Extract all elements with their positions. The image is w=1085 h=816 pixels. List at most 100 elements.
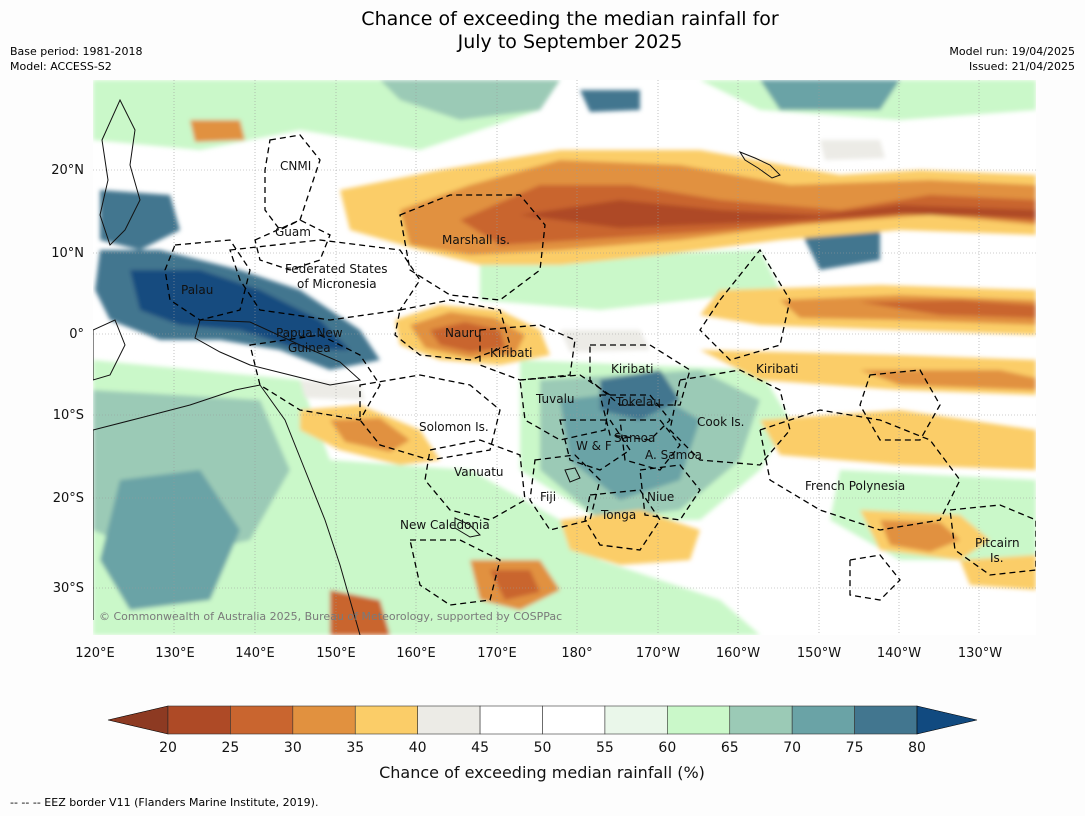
colorbar-tick-label: 50 bbox=[534, 740, 552, 756]
label-niue: Niue bbox=[647, 490, 674, 504]
label-palau: Palau bbox=[181, 283, 213, 297]
map-panel: CNMI Guam Marshall Is. Federated States … bbox=[93, 80, 1036, 635]
label-pitcairn-line1: Pitcairn bbox=[975, 536, 1020, 550]
title-line-1: Chance of exceeding the median rainfall … bbox=[361, 8, 779, 30]
australia-coast bbox=[93, 384, 361, 635]
fiji-coast bbox=[564, 467, 581, 483]
colorbar-tick-label: 80 bbox=[908, 740, 926, 756]
title-line-2: July to September 2025 bbox=[457, 31, 683, 53]
label-marshall-islands: Marshall Is. bbox=[442, 233, 510, 247]
label-tokelau: Tokelau bbox=[615, 395, 661, 409]
colorbar-cell bbox=[167, 705, 231, 735]
colorbar-tick-label: 60 bbox=[658, 740, 676, 756]
colorbar-tick-label: 25 bbox=[222, 740, 240, 756]
lon-label-150e: 150°E bbox=[316, 646, 356, 661]
lon-label-130e: 130°E bbox=[155, 646, 195, 661]
label-american-samoa: A. Samoa bbox=[645, 448, 702, 462]
colorbar-cell bbox=[479, 705, 543, 735]
colorbar-under-arrow bbox=[107, 705, 169, 735]
colorbar-ticks: 20 25 30 35 40 45 50 55 60 65 70 75 80 bbox=[159, 740, 926, 756]
eez-borders bbox=[164, 134, 1036, 606]
label-new-caledonia: New Caledonia bbox=[400, 518, 490, 532]
colorbar-cell bbox=[354, 705, 418, 735]
lat-label-10n: 10°N bbox=[51, 246, 84, 261]
hawaii-coast bbox=[738, 150, 781, 179]
borneo-coast bbox=[93, 319, 126, 381]
label-cook-islands: Cook Is. bbox=[697, 415, 744, 429]
colorbar-tick-label: 65 bbox=[721, 740, 739, 756]
label-kiribati-central: Kiribati bbox=[611, 362, 653, 376]
model-run-text: Model run: 19/04/2025 bbox=[949, 45, 1075, 58]
colorbar-title: Chance of exceeding median rainfall (%) bbox=[379, 763, 705, 782]
colorbar-tick-label: 75 bbox=[846, 740, 864, 756]
colorbar-tick-label: 45 bbox=[471, 740, 489, 756]
colorbar-cell bbox=[292, 705, 356, 735]
lon-label-170e: 170°E bbox=[477, 646, 517, 661]
lat-label-equator: 0° bbox=[69, 327, 84, 342]
model-info: Base period: 1981-2018 Model: ACCESS-S2 bbox=[10, 44, 142, 74]
label-nauru: Nauru bbox=[445, 326, 481, 340]
lon-label-130w: 130°W bbox=[958, 646, 1002, 661]
run-info: Model run: 19/04/2025 Issued: 21/04/2025 bbox=[949, 44, 1075, 74]
label-solomon-islands: Solomon Is. bbox=[419, 420, 489, 434]
lon-label-160w: 160°W bbox=[716, 646, 760, 661]
label-tonga: Tonga bbox=[600, 508, 636, 522]
colorbar-tick-label: 30 bbox=[284, 740, 302, 756]
label-png-line1: Papua New bbox=[276, 326, 343, 340]
label-vanuatu: Vanuatu bbox=[454, 465, 504, 479]
label-tuvalu: Tuvalu bbox=[535, 392, 575, 406]
colorbar-cell bbox=[729, 705, 793, 735]
lat-axis-labels: 20°N 10°N 0° 10°S 20°S 30°S bbox=[51, 163, 84, 596]
lon-label-180: 180° bbox=[561, 646, 592, 661]
colorbar: 20 25 30 35 40 45 50 55 60 65 70 75 80 Chance of exc… bbox=[107, 705, 978, 782]
colorbar-cell bbox=[417, 705, 481, 735]
eez-legend-note: -- -- -- EEZ border V11 (Flanders Marine… bbox=[10, 796, 319, 809]
label-cnmi: CNMI bbox=[280, 159, 311, 173]
colorbar-cell bbox=[854, 705, 918, 735]
colorbar-tick-label: 55 bbox=[596, 740, 614, 756]
map-title: Chance of exceeding the median rainfall … bbox=[0, 8, 1085, 54]
colorbar-cell bbox=[542, 705, 606, 735]
colorbar-cell bbox=[604, 705, 668, 735]
new-caledonia-coast bbox=[454, 517, 482, 538]
new-guinea-coast bbox=[194, 319, 362, 386]
lon-label-170w: 170°W bbox=[636, 646, 680, 661]
label-fsm-line1: Federated States bbox=[285, 262, 387, 276]
model-name-text: Model: ACCESS-S2 bbox=[10, 60, 112, 73]
label-kiribati-west: Kiribati bbox=[490, 346, 532, 360]
coastlines bbox=[93, 98, 781, 635]
copyright-credit: © Commonwealth of Australia 2025, Bureau… bbox=[99, 610, 563, 623]
label-kiribati-east: Kiribati bbox=[756, 362, 798, 376]
colorbar-cells bbox=[167, 705, 918, 735]
colorbar-tick-label: 35 bbox=[346, 740, 364, 756]
lon-label-160e: 160°E bbox=[396, 646, 436, 661]
label-wallis-futuna: W & F bbox=[576, 439, 612, 453]
lon-label-120e: 120°E bbox=[75, 646, 115, 661]
colorbar-tick-label: 70 bbox=[783, 740, 801, 756]
colorbar-tick-label: 20 bbox=[159, 740, 177, 756]
lat-label-30s: 30°S bbox=[53, 581, 84, 596]
probability-field bbox=[93, 80, 1036, 635]
label-fsm-line2: of Micronesia bbox=[297, 277, 377, 291]
lat-label-20n: 20°N bbox=[51, 163, 84, 178]
lat-label-20s: 20°S bbox=[53, 491, 84, 506]
label-french-polynesia: French Polynesia bbox=[805, 479, 905, 493]
colorbar-cell bbox=[667, 705, 731, 735]
graticule bbox=[93, 80, 1036, 635]
label-samoa: Samoa bbox=[614, 431, 655, 445]
label-pitcairn-line2: Is. bbox=[990, 551, 1004, 565]
lon-label-140e: 140°E bbox=[235, 646, 275, 661]
colorbar-over-arrow bbox=[916, 705, 978, 735]
philippines-coast bbox=[99, 98, 141, 246]
issued-text: Issued: 21/04/2025 bbox=[968, 60, 1075, 73]
label-fiji: Fiji bbox=[540, 490, 556, 504]
colorbar-cell bbox=[230, 705, 294, 735]
colorbar-tick-label: 40 bbox=[409, 740, 427, 756]
lon-label-140w: 140°W bbox=[877, 646, 921, 661]
country-labels: CNMI Guam Marshall Is. Federated States … bbox=[181, 159, 1020, 565]
colorbar-cell bbox=[791, 705, 855, 735]
lon-label-150w: 150°W bbox=[797, 646, 841, 661]
lat-label-10s: 10°S bbox=[53, 408, 84, 423]
base-period-text: Base period: 1981-2018 bbox=[10, 45, 143, 58]
